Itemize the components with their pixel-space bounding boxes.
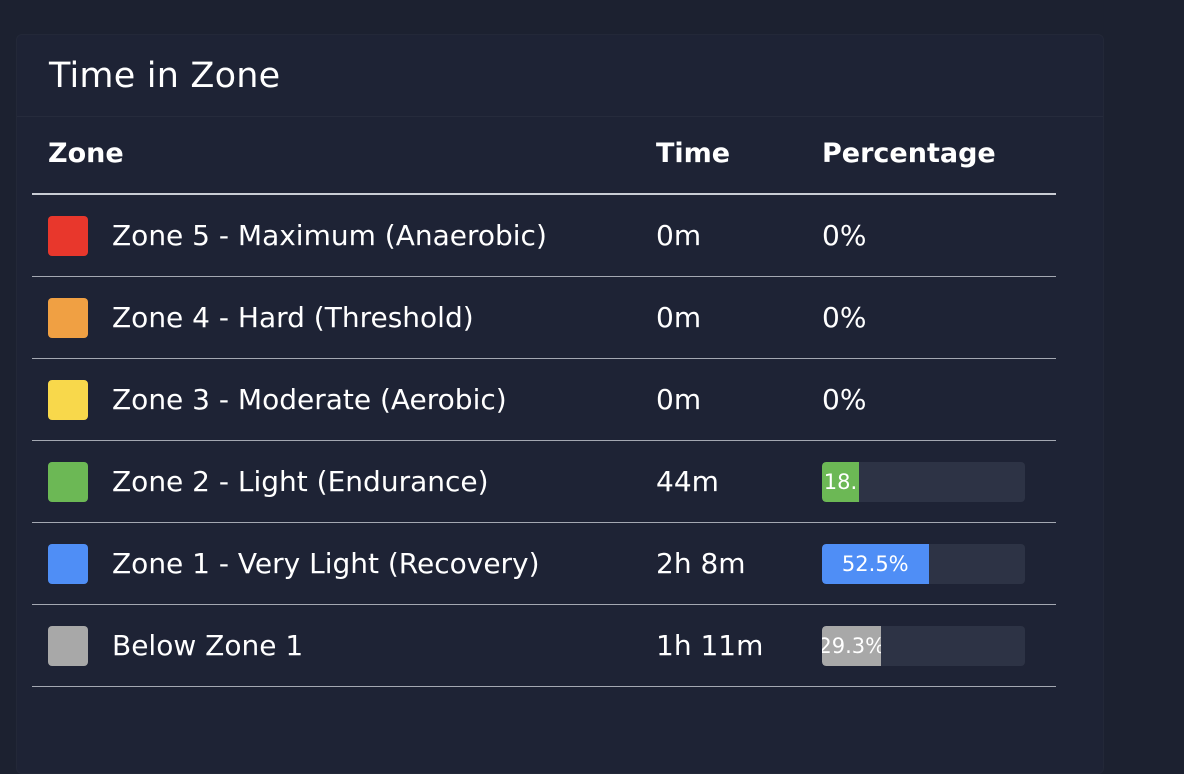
percentage-cell: 18. — [822, 461, 1056, 502]
percentage-bar-fill: 18. — [822, 461, 859, 502]
percentage-text: 0% — [822, 219, 867, 252]
percentage-cell: 52.5% — [822, 543, 1056, 584]
zone-label: Zone 4 - Hard (Threshold) — [112, 301, 474, 334]
time-in-zone-card: Time in Zone — [16, 34, 1104, 774]
zone-color-swatch — [48, 215, 88, 256]
percentage-bar-fill: 52.5% — [822, 543, 929, 584]
percentage-cell: 0% — [822, 301, 1056, 334]
time-value: 1h 11m — [656, 629, 764, 662]
table-row: Zone 4 - Hard (Threshold) 0m 0% — [32, 277, 1056, 359]
zone-cell: Zone 1 - Very Light (Recovery) — [32, 543, 656, 584]
time-value: 44m — [656, 465, 719, 498]
percentage-bar-label: 18. — [823, 469, 858, 494]
percentage-bar-fill: 29.3% — [822, 625, 882, 666]
table-row: Zone 1 - Very Light (Recovery) 2h 8m 52.5% — [32, 523, 1056, 605]
zone-cell: Zone 5 - Maximum (Anaerobic) — [32, 215, 656, 256]
percentage-bar-label: 52.5% — [841, 551, 909, 576]
zone-color-swatch — [48, 379, 88, 420]
percentage-bar: 29.3% — [822, 625, 1025, 666]
percentage-text: 0% — [822, 301, 867, 334]
header-zone: Zone — [48, 138, 124, 169]
card-title: Time in Zone — [49, 55, 281, 96]
zone-table: Zone Time Percentage Zone 5 - Maximum (A… — [32, 114, 1056, 687]
table-body: Zone 5 - Maximum (Anaerobic) 0m 0% Zone 4 -… — [32, 195, 1056, 687]
time-value: 2h 8m — [656, 547, 746, 580]
header-time: Time — [656, 138, 731, 169]
zone-label: Zone 2 - Light (Endurance) — [112, 465, 489, 498]
time-value: 0m — [656, 301, 702, 334]
percentage-cell: 0% — [822, 219, 1056, 252]
table-row: Zone 3 - Moderate (Aerobic) 0m 0% — [32, 359, 1056, 441]
time-value: 0m — [656, 219, 702, 252]
zone-label: Zone 3 - Moderate (Aerobic) — [112, 383, 507, 416]
percentage-bar: 18. — [822, 461, 1025, 502]
zone-cell: Below Zone 1 — [32, 625, 656, 666]
percentage-cell: 29.3% — [822, 625, 1056, 666]
card-header: Time in Zone — [17, 35, 1103, 117]
time-value: 0m — [656, 383, 702, 416]
header-percentage: Percentage — [822, 138, 996, 169]
percentage-text: 0% — [822, 383, 867, 416]
zone-cell: Zone 3 - Moderate (Aerobic) — [32, 379, 656, 420]
zone-cell: Zone 4 - Hard (Threshold) — [32, 297, 656, 338]
table-row: Zone 5 - Maximum (Anaerobic) 0m 0% — [32, 195, 1056, 277]
zone-color-swatch — [48, 297, 88, 338]
zone-label: Below Zone 1 — [112, 629, 304, 662]
zone-cell: Zone 2 - Light (Endurance) — [32, 461, 656, 502]
zone-label: Zone 5 - Maximum (Anaerobic) — [112, 219, 547, 252]
percentage-cell: 0% — [822, 383, 1056, 416]
zone-color-swatch — [48, 625, 88, 666]
table-row: Below Zone 1 1h 11m 29.3% — [32, 605, 1056, 687]
zone-color-swatch — [48, 461, 88, 502]
table-row: Zone 2 - Light (Endurance) 44m 18. — [32, 441, 1056, 523]
zone-label: Zone 1 - Very Light (Recovery) — [112, 547, 540, 580]
percentage-bar: 52.5% — [822, 543, 1025, 584]
zone-color-swatch — [48, 543, 88, 584]
percentage-bar-label: 29.3% — [822, 633, 882, 658]
table-header: Zone Time Percentage — [32, 114, 1056, 195]
